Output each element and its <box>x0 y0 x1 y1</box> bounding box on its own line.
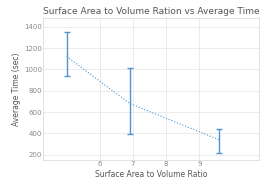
Title: Surface Area to Volume Ration vs Average Time: Surface Area to Volume Ration vs Average… <box>43 7 260 16</box>
Y-axis label: Average Time (sec): Average Time (sec) <box>12 52 21 126</box>
X-axis label: Surface Area to Volume Ratio: Surface Area to Volume Ratio <box>95 170 207 179</box>
